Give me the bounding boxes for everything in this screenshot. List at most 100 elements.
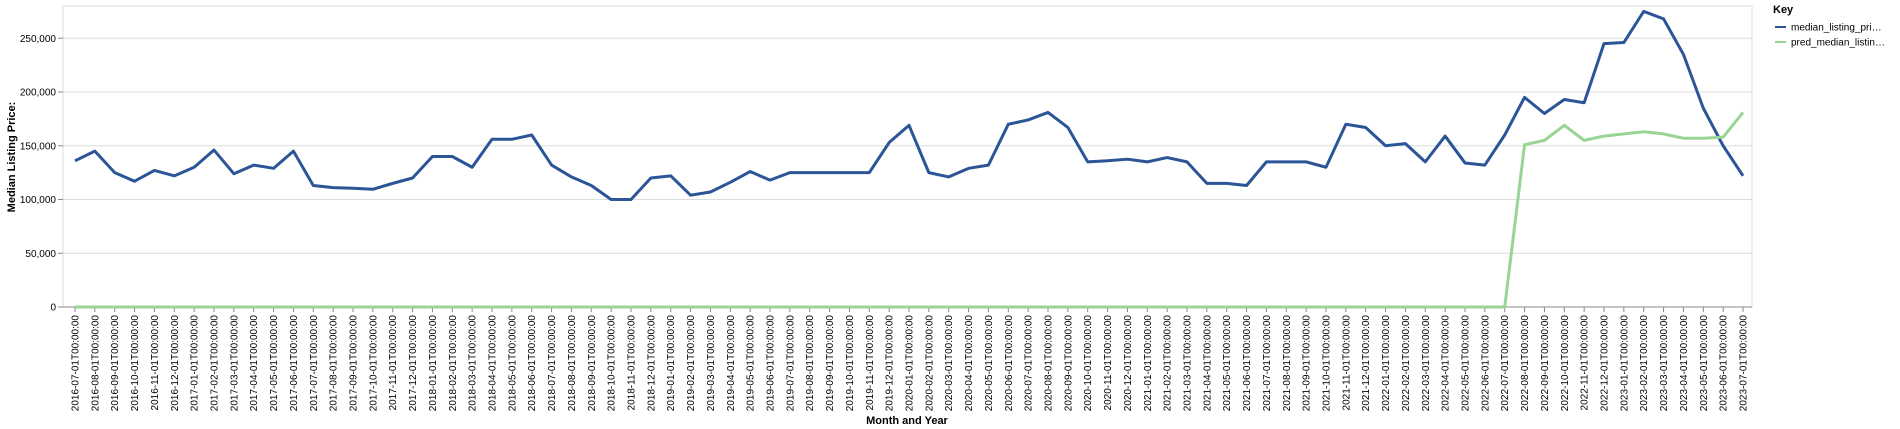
x-tick-label: 2018-06-01T00:00:00 xyxy=(527,315,538,412)
x-tick-label: 2019-04-01T00:00:00 xyxy=(726,315,737,412)
x-tick-label: 2021-05-01T00:00:00 xyxy=(1222,315,1233,412)
x-tick-label: 2019-10-01T00:00:00 xyxy=(845,315,856,412)
x-tick-label: 2020-12-01T00:00:00 xyxy=(1123,315,1134,412)
x-tick-label: 2017-09-01T00:00:00 xyxy=(349,315,360,412)
x-tick-label: 2021-08-01T00:00:00 xyxy=(1282,315,1293,412)
x-tick-label: 2022-11-01T00:00:00 xyxy=(1580,315,1591,411)
legend-label: median_listing_pri… xyxy=(1791,23,1882,34)
x-tick-label: 2020-01-01T00:00:00 xyxy=(905,315,916,412)
x-tick-label: 2019-08-01T00:00:00 xyxy=(805,315,816,412)
y-tick-label: 50,000 xyxy=(25,249,56,260)
x-tick-label: 2017-04-01T00:00:00 xyxy=(249,315,260,412)
x-tick-label: 2021-02-01T00:00:00 xyxy=(1163,315,1174,412)
x-tick-label: 2019-05-01T00:00:00 xyxy=(746,315,757,412)
x-tick-label: 2021-12-01T00:00:00 xyxy=(1361,315,1372,412)
x-tick-label: 2020-04-01T00:00:00 xyxy=(964,315,975,412)
x-tick-label: 2019-07-01T00:00:00 xyxy=(785,315,796,412)
x-tick-label: 2016-08-01T00:00:00 xyxy=(90,315,101,412)
x-tick-label: 2022-03-01T00:00:00 xyxy=(1421,315,1432,412)
x-tick-label: 2021-01-01T00:00:00 xyxy=(1143,315,1154,412)
x-tick-label: 2017-07-01T00:00:00 xyxy=(309,315,320,412)
x-tick-label: 2022-12-01T00:00:00 xyxy=(1600,315,1611,412)
x-tick-label: 2017-08-01T00:00:00 xyxy=(329,315,340,412)
x-tick-label: 2023-04-01T00:00:00 xyxy=(1679,315,1690,412)
x-tick-label: 2018-08-01T00:00:00 xyxy=(567,315,578,412)
x-tick-label: 2018-05-01T00:00:00 xyxy=(507,315,518,412)
x-tick-label: 2016-09-01T00:00:00 xyxy=(110,315,121,412)
x-axis-title: Month and Year xyxy=(866,415,948,427)
x-tick-label: 2022-09-01T00:00:00 xyxy=(1540,315,1551,412)
x-tick-label: 2023-01-01T00:00:00 xyxy=(1619,315,1630,412)
x-tick-label: 2017-02-01T00:00:00 xyxy=(210,315,221,412)
x-tick-label: 2020-02-01T00:00:00 xyxy=(924,315,935,412)
x-tick-label: 2017-11-01T00:00:00 xyxy=(388,315,399,411)
series-line xyxy=(75,111,1745,309)
series-line xyxy=(74,9,1745,201)
x-tick-label: 2017-12-01T00:00:00 xyxy=(408,315,419,412)
y-tick-label: 200,000 xyxy=(20,88,57,99)
x-tick-label: 2022-06-01T00:00:00 xyxy=(1480,315,1491,412)
x-tick-label: 2021-04-01T00:00:00 xyxy=(1202,315,1213,412)
x-tick-label: 2020-09-01T00:00:00 xyxy=(1063,315,1074,412)
y-tick-label: 100,000 xyxy=(20,195,57,206)
x-tick-label: 2020-07-01T00:00:00 xyxy=(1024,315,1035,412)
x-tick-label: 2016-11-01T00:00:00 xyxy=(150,315,161,411)
x-tick-label: 2019-09-01T00:00:00 xyxy=(825,315,836,412)
x-tick-label: 2023-07-01T00:00:00 xyxy=(1739,315,1750,412)
x-tick-label: 2020-05-01T00:00:00 xyxy=(984,315,995,412)
x-tick-label: 2018-04-01T00:00:00 xyxy=(488,315,499,412)
x-tick-label: 2022-04-01T00:00:00 xyxy=(1441,315,1452,412)
x-tick-label: 2020-10-01T00:00:00 xyxy=(1083,315,1094,412)
x-tick-label: 2023-02-01T00:00:00 xyxy=(1639,315,1650,412)
x-tick-label: 2022-10-01T00:00:00 xyxy=(1560,315,1571,412)
legend-label: pred_median_listin… xyxy=(1791,38,1885,49)
x-tick-label: 2021-03-01T00:00:00 xyxy=(1183,315,1194,412)
x-tick-label: 2022-02-01T00:00:00 xyxy=(1401,315,1412,412)
x-tick-label: 2021-11-01T00:00:00 xyxy=(1341,315,1352,411)
x-tick-label: 2019-03-01T00:00:00 xyxy=(706,315,717,412)
x-tick-label: 2020-08-01T00:00:00 xyxy=(1044,315,1055,412)
x-tick-label: 2017-06-01T00:00:00 xyxy=(289,315,300,412)
x-tick-label: 2021-07-01T00:00:00 xyxy=(1262,315,1273,412)
x-tick-label: 2018-03-01T00:00:00 xyxy=(468,315,479,412)
x-tick-label: 2019-01-01T00:00:00 xyxy=(666,315,677,412)
x-tick-label: 2023-06-01T00:00:00 xyxy=(1719,315,1730,412)
x-tick-label: 2016-07-01T00:00:00 xyxy=(71,315,82,412)
x-tick-label: 2018-09-01T00:00:00 xyxy=(587,315,598,412)
x-tick-label: 2023-03-01T00:00:00 xyxy=(1659,315,1670,412)
x-tick-label: 2018-07-01T00:00:00 xyxy=(547,315,558,412)
x-tick-label: 2022-01-01T00:00:00 xyxy=(1381,315,1392,412)
x-tick-label: 2020-11-01T00:00:00 xyxy=(1103,315,1114,411)
x-tick-label: 2020-06-01T00:00:00 xyxy=(1004,315,1015,412)
x-tick-label: 2021-06-01T00:00:00 xyxy=(1242,315,1253,412)
x-tick-label: 2020-03-01T00:00:00 xyxy=(944,315,955,412)
x-tick-label: 2017-01-01T00:00:00 xyxy=(190,315,201,412)
x-tick-label: 2023-05-01T00:00:00 xyxy=(1699,315,1710,412)
x-tick-label: 2022-07-01T00:00:00 xyxy=(1500,315,1511,412)
y-tick-label: 0 xyxy=(50,303,56,314)
x-tick-label: 2019-12-01T00:00:00 xyxy=(885,315,896,412)
x-tick-label: 2016-12-01T00:00:00 xyxy=(170,315,181,412)
legend-title: Key xyxy=(1773,4,1794,16)
x-tick-label: 2019-11-01T00:00:00 xyxy=(865,315,876,411)
x-tick-label: 2021-10-01T00:00:00 xyxy=(1322,315,1333,412)
x-tick-label: 2019-02-01T00:00:00 xyxy=(686,315,697,412)
plot-frame xyxy=(62,5,1753,308)
y-tick-label: 150,000 xyxy=(20,141,57,152)
y-tick-label: 250,000 xyxy=(20,34,57,45)
x-tick-label: 2019-06-01T00:00:00 xyxy=(766,315,777,412)
x-tick-label: 2017-05-01T00:00:00 xyxy=(269,315,280,412)
x-tick-label: 2017-10-01T00:00:00 xyxy=(368,315,379,412)
x-tick-label: 2018-10-01T00:00:00 xyxy=(607,315,618,412)
x-tick-label: 2022-08-01T00:00:00 xyxy=(1520,315,1531,412)
x-tick-label: 2021-09-01T00:00:00 xyxy=(1302,315,1313,412)
x-tick-label: 2017-03-01T00:00:00 xyxy=(229,315,240,412)
x-tick-label: 2016-10-01T00:00:00 xyxy=(130,315,141,412)
x-tick-label: 2022-05-01T00:00:00 xyxy=(1461,315,1472,412)
y-axis-title: Median Listing Price: xyxy=(6,102,18,213)
x-tick-label: 2018-11-01T00:00:00 xyxy=(627,315,638,411)
x-tick-label: 2018-12-01T00:00:00 xyxy=(646,315,657,412)
x-tick-label: 2018-01-01T00:00:00 xyxy=(428,315,439,412)
x-tick-label: 2018-02-01T00:00:00 xyxy=(448,315,459,412)
